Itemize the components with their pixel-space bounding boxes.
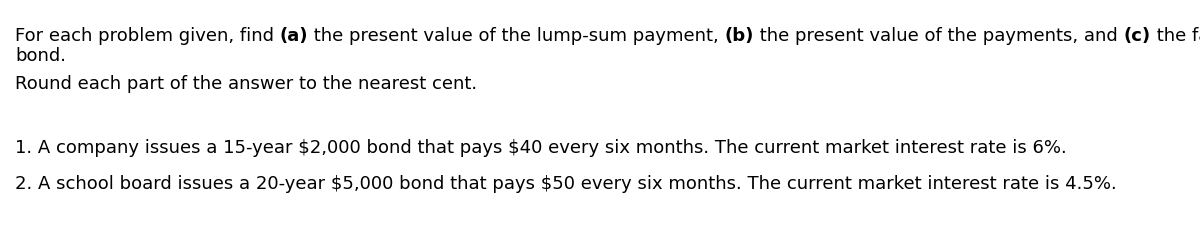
Text: (c): (c) xyxy=(1123,27,1151,45)
Text: (b): (b) xyxy=(725,27,754,45)
Text: 1. A company issues a 15-year \$2,000 bond that pays \$40 every six months. The : 1. A company issues a 15-year \$2,000 bo… xyxy=(14,139,1067,157)
Text: the present value of the lump-sum payment,: the present value of the lump-sum paymen… xyxy=(308,27,725,45)
Text: bond.: bond. xyxy=(14,47,66,65)
Text: For each problem given, find: For each problem given, find xyxy=(14,27,280,45)
Text: the fair market value of the: the fair market value of the xyxy=(1151,27,1200,45)
Text: Round each part of the answer to the nearest cent.: Round each part of the answer to the nea… xyxy=(14,75,478,93)
Text: (a): (a) xyxy=(280,27,308,45)
Text: 2. A school board issues a 20-year \$5,000 bond that pays \$50 every six months.: 2. A school board issues a 20-year \$5,0… xyxy=(14,175,1117,193)
Text: the present value of the payments, and: the present value of the payments, and xyxy=(754,27,1123,45)
